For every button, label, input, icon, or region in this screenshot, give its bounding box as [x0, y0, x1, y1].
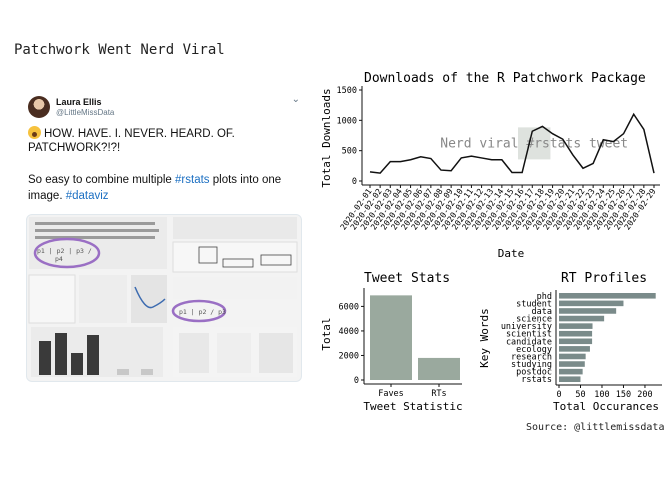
source-caption: Source: @littlemissdata [526, 422, 665, 433]
tweet-media-image[interactable]: p1 | p2 | p3 / p4 p1 | p2 / p3 [26, 214, 302, 382]
code-label-3: p1 | p2 / p3 [179, 308, 226, 316]
rt-profiles-y-tick-label: science [516, 315, 552, 325]
rt-profiles-x-tick-label: 150 [616, 390, 631, 400]
tweet-author-name: Laura Ellis [56, 97, 102, 107]
tweet-stats-y-tick-label: 0 [354, 376, 359, 386]
rt-profiles-x-axis-label: Total Occurances [553, 400, 659, 413]
hashtag-dataviz-link[interactable]: #dataviz [65, 190, 109, 202]
line-y-tick-label: 1000 [337, 116, 357, 126]
downloads-series-line [369, 112, 655, 174]
tweet-text-line-4: image. #dataviz [28, 190, 109, 202]
code-label-1: p1 | p2 | p3 / [37, 247, 92, 255]
rt-profiles-y-tick-label: postdoc [516, 368, 552, 378]
tweet-stats-y-axis-label: Total [320, 317, 333, 350]
hashtag-rstats-link[interactable]: #rstats [175, 174, 210, 186]
rt-profiles-y-axis-label: Key Words [478, 308, 491, 368]
tweet-author-handle: @LittleMissData [56, 108, 115, 117]
rt-profiles-y-tick-label: candidate [506, 337, 552, 347]
rt-profiles-y-tick-label: rstats [521, 375, 552, 385]
rt-profiles-x-tick-label: 0 [556, 390, 561, 400]
tweet-stats-x-tick-label: Faves [378, 389, 404, 399]
rt-profiles-bar [559, 293, 656, 299]
avatar [28, 96, 50, 118]
rt-profiles-y-tick-label: scientist [506, 330, 552, 340]
scream-emoji-icon [28, 126, 41, 139]
rt-profiles-bar [559, 300, 624, 307]
rt-profiles-bar [559, 315, 605, 322]
chevron-down-icon: ⌄ [291, 94, 300, 105]
rt-profiles-y-tick-label: university [501, 322, 552, 332]
tweet-text-line-1: HOW. HAVE. I. NEVER. HEARD. OF. [28, 126, 235, 140]
rt-profiles-y-tick-label: student [516, 299, 552, 309]
rt-profiles-bar [559, 346, 590, 352]
tweet-stats-title: Tweet Stats [364, 271, 450, 286]
page-title: Patchwork Went Nerd Viral [14, 42, 225, 58]
line-x-axis-label: Date [498, 247, 525, 260]
rt-profiles-y-tick-label: studying [511, 360, 552, 370]
rt-profiles-bar [559, 308, 617, 314]
line-y-axis-label: Total Downloads [320, 88, 333, 187]
line-y-tick-label: 500 [342, 147, 357, 157]
rt-profiles-bar [559, 338, 593, 345]
rt-profiles-y-tick-label: phd [537, 292, 552, 302]
line-y-tick-label: 0 [352, 177, 357, 187]
rt-profiles-bar [559, 368, 583, 375]
rt-profiles-y-tick-label: data [532, 307, 552, 317]
annotation-highlight [518, 127, 551, 160]
rt-profiles-x-tick-label: 100 [594, 390, 609, 400]
rt-profiles-title: RT Profiles [561, 271, 647, 286]
line-chart-title: Downloads of the R Patchwork Package [364, 71, 646, 86]
rt-profiles-bar [559, 361, 585, 367]
tweet-text-line-3: So easy to combine multiple #rstats plot… [28, 174, 282, 186]
rt-profiles-y-tick-label: research [511, 352, 552, 362]
tweet-card: Laura Ellis @LittleMissData ⌄ HOW. HAVE.… [24, 90, 302, 382]
rt-profiles-bar [559, 330, 593, 337]
tweet-stats-y-tick-label: 2000 [339, 351, 359, 361]
rt-profiles-bar [559, 323, 593, 329]
tweet-stats-x-axis-label: Tweet Statistic [363, 400, 462, 413]
rt-profiles-x-tick-label: 50 [575, 390, 585, 400]
tweet-stats-bar [370, 295, 412, 380]
tweet-stats-bar [418, 357, 460, 380]
rt-profiles-bar [559, 353, 586, 360]
tweet-stats-y-tick-label: 4000 [339, 327, 359, 337]
rt-profiles-bar [559, 376, 581, 382]
tweet-stats-x-tick-label: RTs [431, 389, 446, 399]
tweet-stats-y-tick-label: 6000 [339, 302, 359, 312]
rt-profiles-x-tick-label: 200 [637, 390, 652, 400]
code-label-2: p4 [55, 255, 63, 263]
annotation-label: Nerd viral #rstats tweet [440, 136, 628, 151]
tweet-text-line-2: PATCHWORK?!?! [28, 142, 121, 154]
rt-profiles-y-tick-label: ecology [516, 345, 552, 355]
line-y-tick-label: 1500 [337, 86, 357, 96]
